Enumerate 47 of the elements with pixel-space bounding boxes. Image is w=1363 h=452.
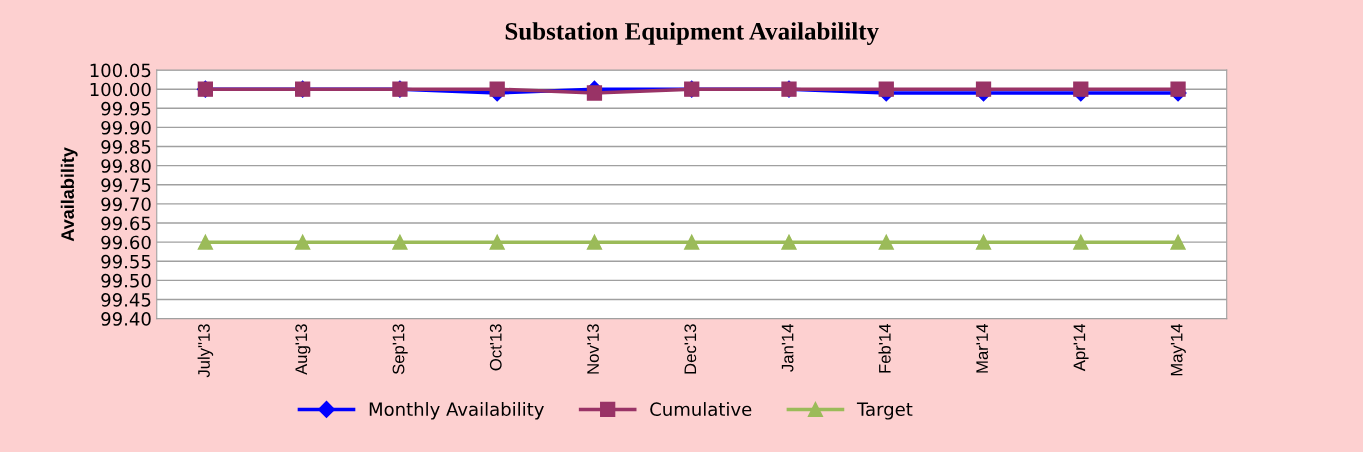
x-tick-label: July"13 bbox=[197, 324, 214, 378]
legend-label: Cumulative bbox=[650, 402, 752, 417]
x-tick-label: Dec'13 bbox=[684, 324, 697, 374]
point bbox=[489, 81, 505, 97]
point bbox=[1073, 81, 1089, 97]
point bbox=[586, 85, 603, 101]
point bbox=[1073, 234, 1089, 250]
x-tick-label: Mar'14 bbox=[976, 324, 988, 373]
point bbox=[197, 234, 214, 250]
point bbox=[975, 234, 992, 250]
y-tick-label: 99.80 bbox=[101, 159, 151, 173]
y-tick-label: 99.65 bbox=[101, 216, 151, 231]
x-tick-label: Feb'14 bbox=[878, 324, 891, 373]
point bbox=[295, 234, 311, 250]
x-tick-label: May'14 bbox=[1170, 324, 1186, 376]
y-tick-label: 99.60 bbox=[101, 235, 151, 250]
y-tick-label: 100.00 bbox=[90, 82, 151, 97]
point bbox=[878, 234, 894, 250]
point bbox=[1170, 234, 1186, 250]
y-tick-label: 99.95 bbox=[101, 101, 151, 116]
x-tick-label: Aug'13 bbox=[295, 324, 311, 375]
chart-title: Substation Equipment Availabililty bbox=[505, 22, 879, 45]
y-tick-label: 99.75 bbox=[101, 178, 151, 192]
y-tick-label: 99.90 bbox=[101, 120, 151, 135]
point bbox=[878, 81, 894, 97]
point bbox=[489, 234, 505, 250]
y-tick-label: 99.70 bbox=[101, 197, 151, 212]
point bbox=[684, 234, 700, 250]
y-tick-label: 99.40 bbox=[101, 312, 151, 326]
x-tick-label: Oct'13 bbox=[489, 324, 502, 371]
y-tick-label: 100.05 bbox=[90, 63, 151, 78]
y-tick-label: 99.45 bbox=[101, 293, 151, 307]
y-tick-label: 99.85 bbox=[101, 140, 151, 154]
x-tick-label: Jan'14 bbox=[781, 324, 794, 372]
point bbox=[586, 234, 603, 250]
x-tick-label: Sep'13 bbox=[392, 324, 408, 375]
point bbox=[392, 234, 408, 250]
point bbox=[781, 234, 797, 250]
point bbox=[975, 81, 992, 97]
x-tick-label: Nov'13 bbox=[587, 324, 599, 374]
point bbox=[1170, 81, 1186, 97]
y-tick-label: 99.55 bbox=[101, 254, 151, 269]
x-tick-label: Apr'14 bbox=[1073, 324, 1089, 372]
legend-label: Monthly Availability bbox=[369, 402, 544, 420]
legend-label: Target bbox=[856, 402, 913, 420]
y-axis-title: Availability bbox=[60, 147, 78, 242]
y-tick-label: 99.50 bbox=[101, 273, 151, 288]
